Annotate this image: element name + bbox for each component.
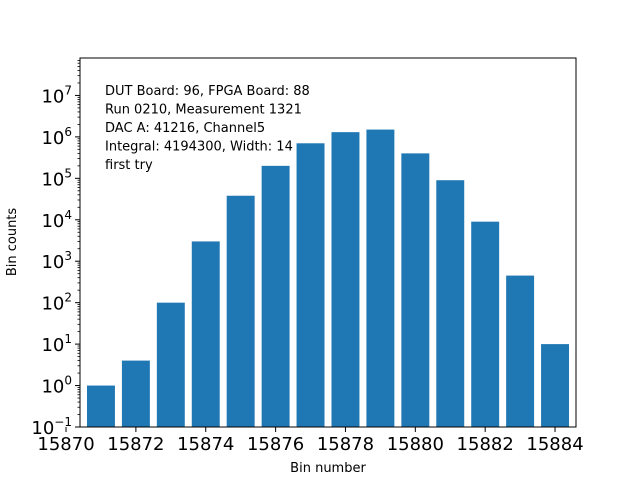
plot-frame: [79, 57, 577, 428]
bar: [156, 302, 185, 427]
y-axis-label: Bin counts: [5, 208, 20, 277]
x-tick-label: 15880: [387, 434, 444, 455]
bar: [261, 165, 290, 428]
x-tick-label: 15870: [37, 434, 94, 455]
bar: [121, 360, 150, 427]
bar: [401, 153, 430, 427]
y-tick-label: 103: [41, 249, 72, 273]
x-tick-label: 15884: [526, 434, 583, 455]
bar: [506, 275, 535, 427]
x-axis: 15870 15872 15874 15876 15878 15880 15882 15884: [37, 427, 584, 455]
y-tick-label: 102: [41, 291, 72, 315]
y-tick-label: 10−1: [31, 415, 72, 439]
bar: [366, 129, 395, 427]
x-tick-label: 15878: [317, 434, 374, 455]
bar: [471, 221, 500, 427]
y-tick-label: 107: [41, 83, 72, 107]
x-tick-label: 15876: [247, 434, 304, 455]
bar: [436, 180, 465, 427]
y-tick-label: 106: [41, 125, 72, 149]
bar: [86, 385, 115, 427]
bar: [296, 143, 325, 427]
x-tick-label: 15882: [457, 434, 514, 455]
bar: [191, 241, 220, 427]
y-axis: 10−1 100 101 102 103 104 105 106 107: [31, 60, 80, 439]
x-tick-label: 15872: [107, 434, 164, 455]
bar: [541, 344, 570, 427]
x-tick-label: 15874: [177, 434, 234, 455]
y-tick-label: 104: [41, 208, 72, 232]
y-tick-label: 100: [41, 374, 72, 398]
annotation-line: Run 0210, Measurement 1321: [105, 103, 302, 118]
bars-group: [86, 129, 570, 428]
annotation-line: DUT Board: 96, FPGA Board: 88: [105, 84, 310, 99]
annotation-line: first try: [105, 158, 153, 173]
y-tick-label: 101: [41, 332, 72, 356]
annotation-line: Integral: 4194300, Width: 14: [105, 140, 293, 155]
bar: [226, 195, 255, 427]
annotation-block: DUT Board: 96, FPGA Board: 88 Run 0210, M…: [105, 84, 310, 173]
annotation-line: DAC A: 41216, Channel5: [105, 121, 265, 136]
bar: [331, 132, 360, 427]
y-tick-label: 105: [41, 166, 72, 190]
x-axis-label: Bin number: [290, 461, 366, 476]
